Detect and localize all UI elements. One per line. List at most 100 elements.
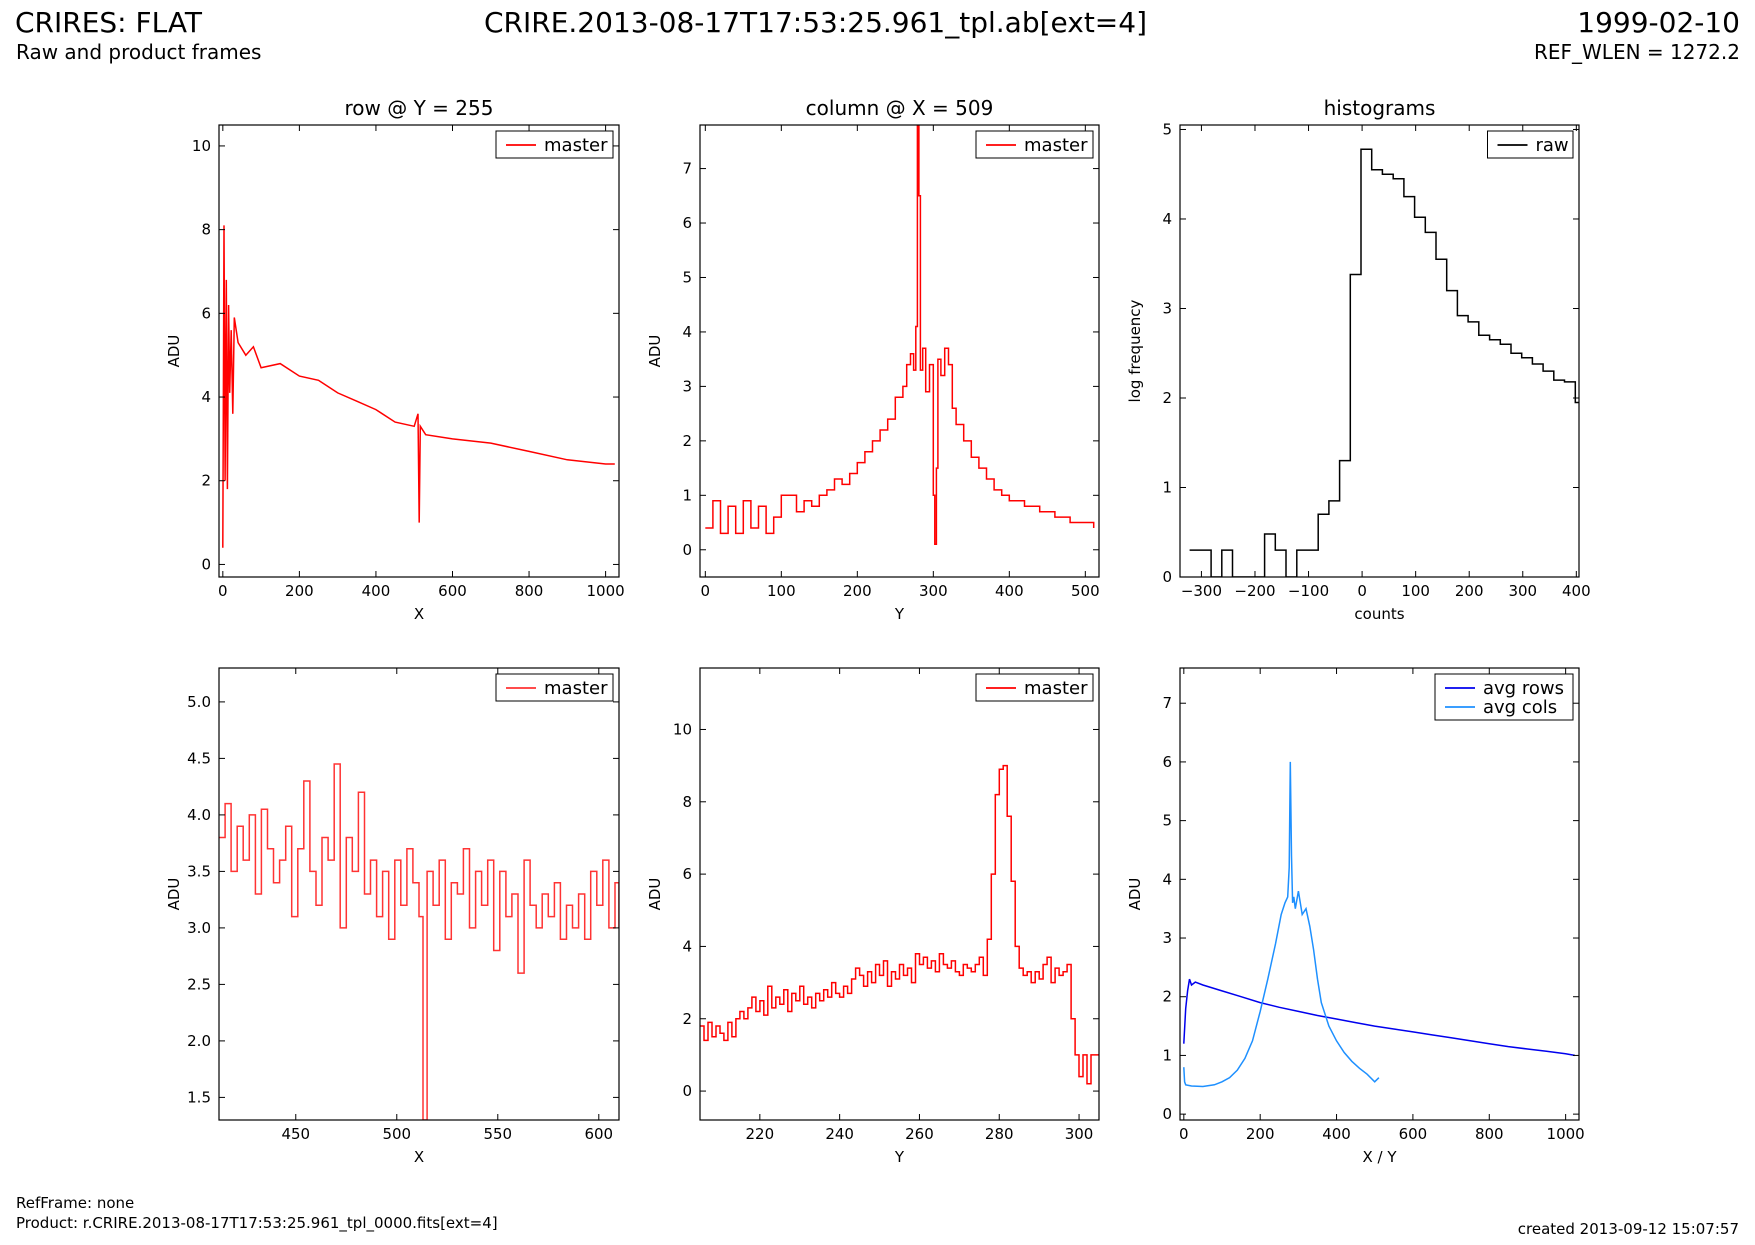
y-tick-label: 5.0 — [187, 693, 211, 711]
x-axis-label: X — [414, 1148, 424, 1166]
series-hist-0 — [1189, 148, 1579, 577]
plot-frame — [218, 667, 620, 1121]
chart-title: histograms — [1324, 96, 1436, 120]
plot-frame — [699, 667, 1100, 1121]
y-tick-label: 3 — [1162, 929, 1172, 947]
x-tick-label: 500 — [1071, 582, 1100, 600]
legend-label: avg rows — [1483, 678, 1564, 699]
x-tick-label: 450 — [281, 1125, 310, 1143]
y-axis-label: ADU — [646, 878, 664, 911]
chart-panel-averages: 0 200 400 600 800 1000 0 1 2 3 4 5 6 7 X / Y ADU avg row… — [1126, 667, 1585, 1166]
footer-created: created 2013-09-12 15:07:57 — [1517, 1220, 1739, 1238]
x-axis-label: X / Y — [1362, 1148, 1397, 1166]
x-tick-label: 800 — [1475, 1125, 1504, 1143]
y-tick-label: 1 — [682, 486, 692, 504]
y-tick-label: 6 — [1162, 753, 1172, 771]
x-tick-label: 400 — [1322, 1125, 1351, 1143]
x-tick-label: −200 — [1234, 582, 1275, 600]
plot-frame — [218, 124, 620, 578]
y-tick-label: 4 — [1162, 870, 1172, 888]
plot-frame — [699, 124, 1100, 578]
x-tick-label: 300 — [1065, 1125, 1094, 1143]
x-tick-label: 0 — [1357, 582, 1367, 600]
x-tick-label: 550 — [483, 1125, 512, 1143]
y-axis-label: ADU — [646, 335, 664, 368]
x-tick-label: 300 — [919, 582, 948, 600]
y-tick-label: 7 — [1162, 694, 1172, 712]
y-tick-label: 2 — [1162, 988, 1172, 1006]
series-averages-0 — [1183, 978, 1575, 1057]
x-axis-label: counts — [1354, 605, 1404, 623]
y-tick-label: 10 — [673, 720, 692, 738]
y-tick-label: 10 — [192, 137, 211, 155]
chart-panel-column_zoom: 220 240 260 280 300 0 2 4 6 8 10 Y ADU master — [646, 667, 1100, 1166]
legend: master — [975, 673, 1094, 702]
y-tick-label: 2.0 — [187, 1032, 211, 1050]
legend: master — [495, 130, 614, 159]
plot-frame — [1179, 667, 1580, 1121]
x-tick-label: −300 — [1181, 582, 1222, 600]
header-left-title: CRIRES: FLAT — [15, 6, 202, 39]
x-tick-label: −100 — [1288, 582, 1329, 600]
series-column-0 — [705, 125, 1095, 546]
x-tick-label: 600 — [438, 582, 467, 600]
x-tick-label: 280 — [985, 1125, 1014, 1143]
chart-panel-column: 0 100 200 300 400 500 0 1 2 3 4 5 6 7 column @ X = 509… — [646, 96, 1100, 623]
y-tick-label: 1.5 — [187, 1088, 211, 1106]
x-tick-label: 260 — [905, 1125, 934, 1143]
header-right-date: 1999-02-10 — [1577, 6, 1740, 39]
x-tick-label: 220 — [746, 1125, 775, 1143]
y-tick-label: 1 — [1162, 478, 1172, 496]
x-tick-label: 400 — [1562, 582, 1591, 600]
legend: master — [495, 673, 614, 702]
y-tick-label: 6 — [682, 865, 692, 883]
x-tick-label: 0 — [701, 582, 711, 600]
x-tick-label: 200 — [1455, 582, 1484, 600]
series-averages-1 — [1183, 761, 1380, 1088]
x-tick-label: 0 — [218, 582, 228, 600]
x-tick-label: 200 — [285, 582, 314, 600]
y-tick-label: 5 — [682, 268, 692, 286]
y-tick-label: 4.5 — [187, 749, 211, 767]
footer-product: Product: r.CRIRE.2013-08-17T17:53:25.961… — [16, 1214, 498, 1232]
y-tick-label: 0 — [201, 555, 211, 573]
y-tick-label: 2.5 — [187, 975, 211, 993]
y-axis-label: log frequency — [1126, 299, 1144, 402]
x-tick-label: 200 — [1246, 1125, 1275, 1143]
y-tick-label: 3 — [1162, 299, 1172, 317]
footer-ref-frame: RefFrame: none — [16, 1194, 135, 1212]
x-tick-label: 600 — [1399, 1125, 1428, 1143]
legend-label: avg cols — [1483, 697, 1557, 718]
y-tick-label: 4 — [682, 323, 692, 341]
x-tick-label: 300 — [1508, 582, 1537, 600]
legend-label: raw — [1536, 135, 1569, 156]
x-tick-label: 400 — [362, 582, 391, 600]
x-tick-label: 1000 — [1547, 1125, 1585, 1143]
x-tick-label: 800 — [515, 582, 544, 600]
y-tick-label: 0 — [1162, 1105, 1172, 1123]
series-column_zoom-0 — [700, 764, 1099, 1085]
y-tick-label: 0 — [1162, 568, 1172, 586]
x-axis-label: Y — [894, 605, 905, 623]
y-tick-label: 4 — [201, 388, 211, 406]
y-tick-label: 6 — [201, 304, 211, 322]
header-right-refwlen: REF_WLEN = 1272.2 — [1533, 40, 1740, 64]
legend-label: master — [1024, 678, 1088, 699]
header-left-subtitle: Raw and product frames — [16, 40, 262, 64]
y-tick-label: 6 — [682, 214, 692, 232]
plot-frame — [1179, 124, 1580, 578]
y-axis-label: ADU — [1126, 878, 1144, 911]
y-tick-label: 2 — [682, 432, 692, 450]
x-tick-label: 100 — [767, 582, 796, 600]
y-tick-label: 3 — [682, 377, 692, 395]
x-tick-label: 240 — [825, 1125, 854, 1143]
header-center-title: CRIRE.2013-08-17T17:53:25.961_tpl.ab[ext… — [484, 6, 1148, 39]
y-tick-label: 5 — [1162, 812, 1172, 830]
x-tick-label: 600 — [584, 1125, 613, 1143]
y-tick-label: 8 — [682, 793, 692, 811]
y-tick-label: 0 — [682, 541, 692, 559]
legend-label: master — [544, 135, 608, 156]
legend: master — [975, 130, 1094, 159]
